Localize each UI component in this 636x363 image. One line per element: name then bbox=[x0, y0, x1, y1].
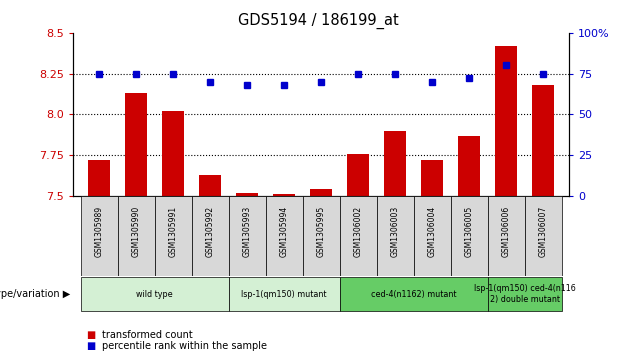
Bar bbox=[421, 160, 443, 196]
Bar bbox=[199, 175, 221, 196]
Bar bbox=[162, 111, 184, 196]
Text: GSM1305989: GSM1305989 bbox=[95, 205, 104, 257]
Text: GSM1305995: GSM1305995 bbox=[317, 205, 326, 257]
Text: GDS5194 / 186199_at: GDS5194 / 186199_at bbox=[238, 13, 398, 29]
Bar bbox=[155, 196, 191, 276]
Text: lsp-1(qm150) mutant: lsp-1(qm150) mutant bbox=[242, 290, 327, 298]
Bar bbox=[81, 196, 118, 276]
Text: GSM1306006: GSM1306006 bbox=[502, 205, 511, 257]
Bar bbox=[88, 160, 110, 196]
Text: percentile rank within the sample: percentile rank within the sample bbox=[102, 340, 266, 351]
Bar bbox=[118, 196, 155, 276]
Bar bbox=[451, 196, 488, 276]
Text: GSM1306003: GSM1306003 bbox=[391, 205, 399, 257]
Text: GSM1305990: GSM1305990 bbox=[132, 205, 141, 257]
Text: genotype/variation ▶: genotype/variation ▶ bbox=[0, 289, 70, 299]
Bar bbox=[310, 189, 332, 196]
Bar bbox=[340, 196, 377, 276]
Bar bbox=[495, 46, 518, 196]
Bar bbox=[266, 196, 303, 276]
Text: lsp-1(qm150) ced-4(n116
2) double mutant: lsp-1(qm150) ced-4(n116 2) double mutant bbox=[474, 284, 576, 304]
Bar bbox=[414, 196, 451, 276]
Bar bbox=[81, 277, 228, 311]
Text: ced-4(n1162) mutant: ced-4(n1162) mutant bbox=[371, 290, 457, 298]
Text: ■: ■ bbox=[86, 330, 95, 340]
Bar bbox=[488, 277, 562, 311]
Text: GSM1305992: GSM1305992 bbox=[205, 205, 214, 257]
Bar bbox=[303, 196, 340, 276]
Text: GSM1306004: GSM1306004 bbox=[428, 205, 437, 257]
Text: wild type: wild type bbox=[136, 290, 173, 298]
Bar bbox=[488, 196, 525, 276]
Text: transformed count: transformed count bbox=[102, 330, 193, 340]
Bar bbox=[458, 135, 480, 196]
Bar bbox=[191, 196, 228, 276]
Text: ■: ■ bbox=[86, 340, 95, 351]
Bar bbox=[377, 196, 414, 276]
Bar bbox=[532, 85, 555, 196]
Text: GSM1306007: GSM1306007 bbox=[539, 205, 548, 257]
Bar bbox=[236, 193, 258, 196]
Bar bbox=[228, 277, 340, 311]
Text: GSM1305994: GSM1305994 bbox=[280, 205, 289, 257]
Bar bbox=[125, 93, 147, 196]
Bar bbox=[384, 131, 406, 196]
Bar bbox=[347, 154, 370, 196]
Text: GSM1305991: GSM1305991 bbox=[169, 205, 177, 257]
Text: GSM1306002: GSM1306002 bbox=[354, 205, 363, 257]
Bar bbox=[228, 196, 266, 276]
Text: GSM1306005: GSM1306005 bbox=[465, 205, 474, 257]
Bar bbox=[525, 196, 562, 276]
Bar bbox=[340, 277, 488, 311]
Bar bbox=[273, 195, 295, 196]
Text: GSM1305993: GSM1305993 bbox=[243, 205, 252, 257]
